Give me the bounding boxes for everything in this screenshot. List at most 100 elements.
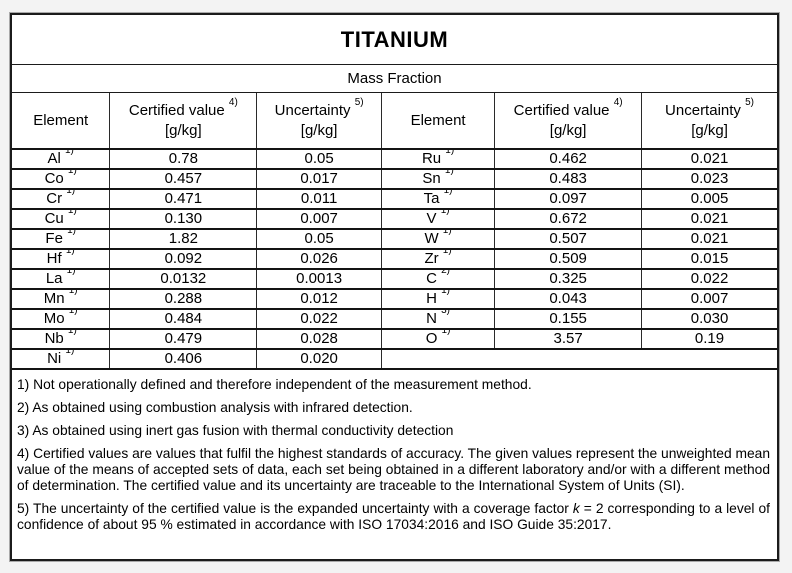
uncertainty-cell: 0.028 [256,329,382,350]
footnote-marker: 1) [67,229,76,236]
element-cell: Cu 1) [12,209,110,230]
column-header: Element [380,93,495,150]
uncertainty-cell: 0.05 [256,229,382,250]
table-row: Cu 1) 0.130 0.007 V 1) 0.672 0.021 [12,209,777,230]
uncertainty-cell: 0.19 [641,329,777,350]
footnote-marker: 1) [441,329,451,336]
column-header-unit: [g/kg] [549,121,587,139]
uncertainty-cell: 0.020 [256,349,382,370]
table-row: Ni 1) 0.406 0.020 [12,349,777,370]
column-header: Uncertainty 5) [g/kg] [256,93,382,150]
uncertainty-cell: 0.011 [256,189,382,210]
certified-value-cell: 0.092 [109,249,257,270]
element-cell: Nb 1) [12,329,110,350]
uncertainty-cell: 0.021 [641,209,777,230]
certified-value-cell: 0.097 [494,189,642,210]
certificate-table: TITANIUM Mass Fraction Element Certified … [10,13,779,561]
uncertainty-cell: 0.022 [256,309,382,330]
footnote-marker: 1) [445,149,455,156]
table-row: Cr 1) 0.471 0.011 Ta 1) 0.097 0.005 [12,189,777,210]
footnotes-section: 1) Not operationally defined and therefo… [12,370,777,559]
footnote-marker: 5) [354,97,364,108]
element-cell: Sn 1) [380,169,495,190]
column-header: Uncertainty 5) [g/kg] [641,93,777,150]
footnote: 1) Not operationally defined and therefo… [17,377,532,392]
footnote-marker: 5) [745,97,754,108]
footnote-marker: 1) [68,309,78,316]
uncertainty-cell: 0.007 [641,289,777,310]
element-cell: C 2) [380,269,495,290]
certified-value-cell: 0.155 [494,309,642,330]
uncertainty-cell: 0.022 [641,269,777,290]
element-cell: Fe 1) [12,229,110,250]
element-cell: V 1) [380,209,495,230]
element-cell: Mn 1) [12,289,110,310]
footnote-marker: 1) [441,289,451,296]
certified-value-cell: 3.57 [494,329,642,350]
element-cell: Hf 1) [12,249,110,270]
uncertainty-cell: 0.015 [641,249,777,270]
footnote-marker: 1) [440,209,450,216]
empty-cell [380,349,777,370]
certified-value-cell: 0.325 [494,269,642,290]
element-cell: H 1) [380,289,495,310]
certified-value-cell: 0.509 [494,249,642,270]
footnote-marker: 1) [67,329,77,336]
column-header-label: Certified value 4) [513,97,623,120]
certified-value-cell: 0.483 [494,169,642,190]
table-row: Nb 1) 0.479 0.028 O 1) 3.57 0.19 [12,329,777,350]
uncertainty-cell: 0.005 [641,189,777,210]
uncertainty-cell: 0.030 [641,309,777,330]
uncertainty-cell: 0.007 [256,209,382,230]
element-cell: Al 1) [12,149,110,170]
uncertainty-cell: 0.021 [641,229,777,250]
certified-value-cell: 0.462 [494,149,642,170]
column-header-label: Element [410,111,466,129]
table-row: Mo 1) 0.484 0.022 N 3) 0.155 0.030 [12,309,777,330]
column-header: Element [12,93,110,150]
certified-value-cell: 0.288 [109,289,257,310]
page-title: TITANIUM [12,15,777,65]
footnote: 2) As obtained using combustion analysis… [17,400,413,415]
certified-value-cell: 0.672 [494,209,642,230]
element-values-table: Element Certified value 4) [g/kg] Uncertain… [12,93,777,370]
uncertainty-cell: 0.021 [641,149,777,170]
certified-value-cell: 0.479 [109,329,257,350]
uncertainty-cell: 0.012 [256,289,382,310]
footnote: 5) The uncertainty of the certified valu… [17,501,770,532]
header-row: Element Certified value 4) [g/kg] Uncertain… [12,93,777,150]
footnote: 4) Certified values are values that fulf… [17,446,770,493]
footnote-marker: 4) [228,97,238,108]
footnote-marker: 4) [613,97,623,108]
column-header-unit: [g/kg] [300,121,338,139]
table-row: Hf 1) 0.092 0.026 Zr 1) 0.509 0.015 [12,249,777,270]
footnote-marker: 1) [68,289,78,296]
certified-value-cell: 0.507 [494,229,642,250]
element-cell: Ta 1) [380,189,495,210]
footnote-marker: 1) [65,249,75,256]
table-row: Co 1) 0.457 0.017 Sn 1) 0.483 0.023 [12,169,777,190]
column-header-label: Element [33,111,89,129]
element-cell: O 1) [380,329,495,350]
footnote-marker: 1) [67,169,77,176]
element-cell: N 3) [380,309,495,330]
mass-fraction-header: Mass Fraction [12,65,777,93]
footnote-marker: 3) [441,309,451,316]
element-cell: Zr 1) [380,249,495,270]
column-header: Certified value 4) [g/kg] [109,93,257,150]
certified-value-cell: 0.78 [109,149,257,170]
element-cell: Co 1) [12,169,110,190]
element-cell: Cr 1) [12,189,110,210]
footnote-marker: 1) [66,189,76,196]
table-row: Fe 1) 1.82 0.05 W 1) 0.507 0.021 [12,229,777,250]
column-header-label: Certified value 4) [128,97,238,120]
footnote-marker: 1) [67,209,77,216]
certified-value-cell: 0.471 [109,189,257,210]
element-cell: La 1) [12,269,110,290]
certified-value-cell: 0.130 [109,209,257,230]
certified-value-cell: 1.82 [109,229,257,250]
column-header: Certified value 4) [g/kg] [494,93,642,150]
element-cell: Ni 1) [12,349,110,370]
column-header-label: Uncertainty 5) [665,97,754,120]
